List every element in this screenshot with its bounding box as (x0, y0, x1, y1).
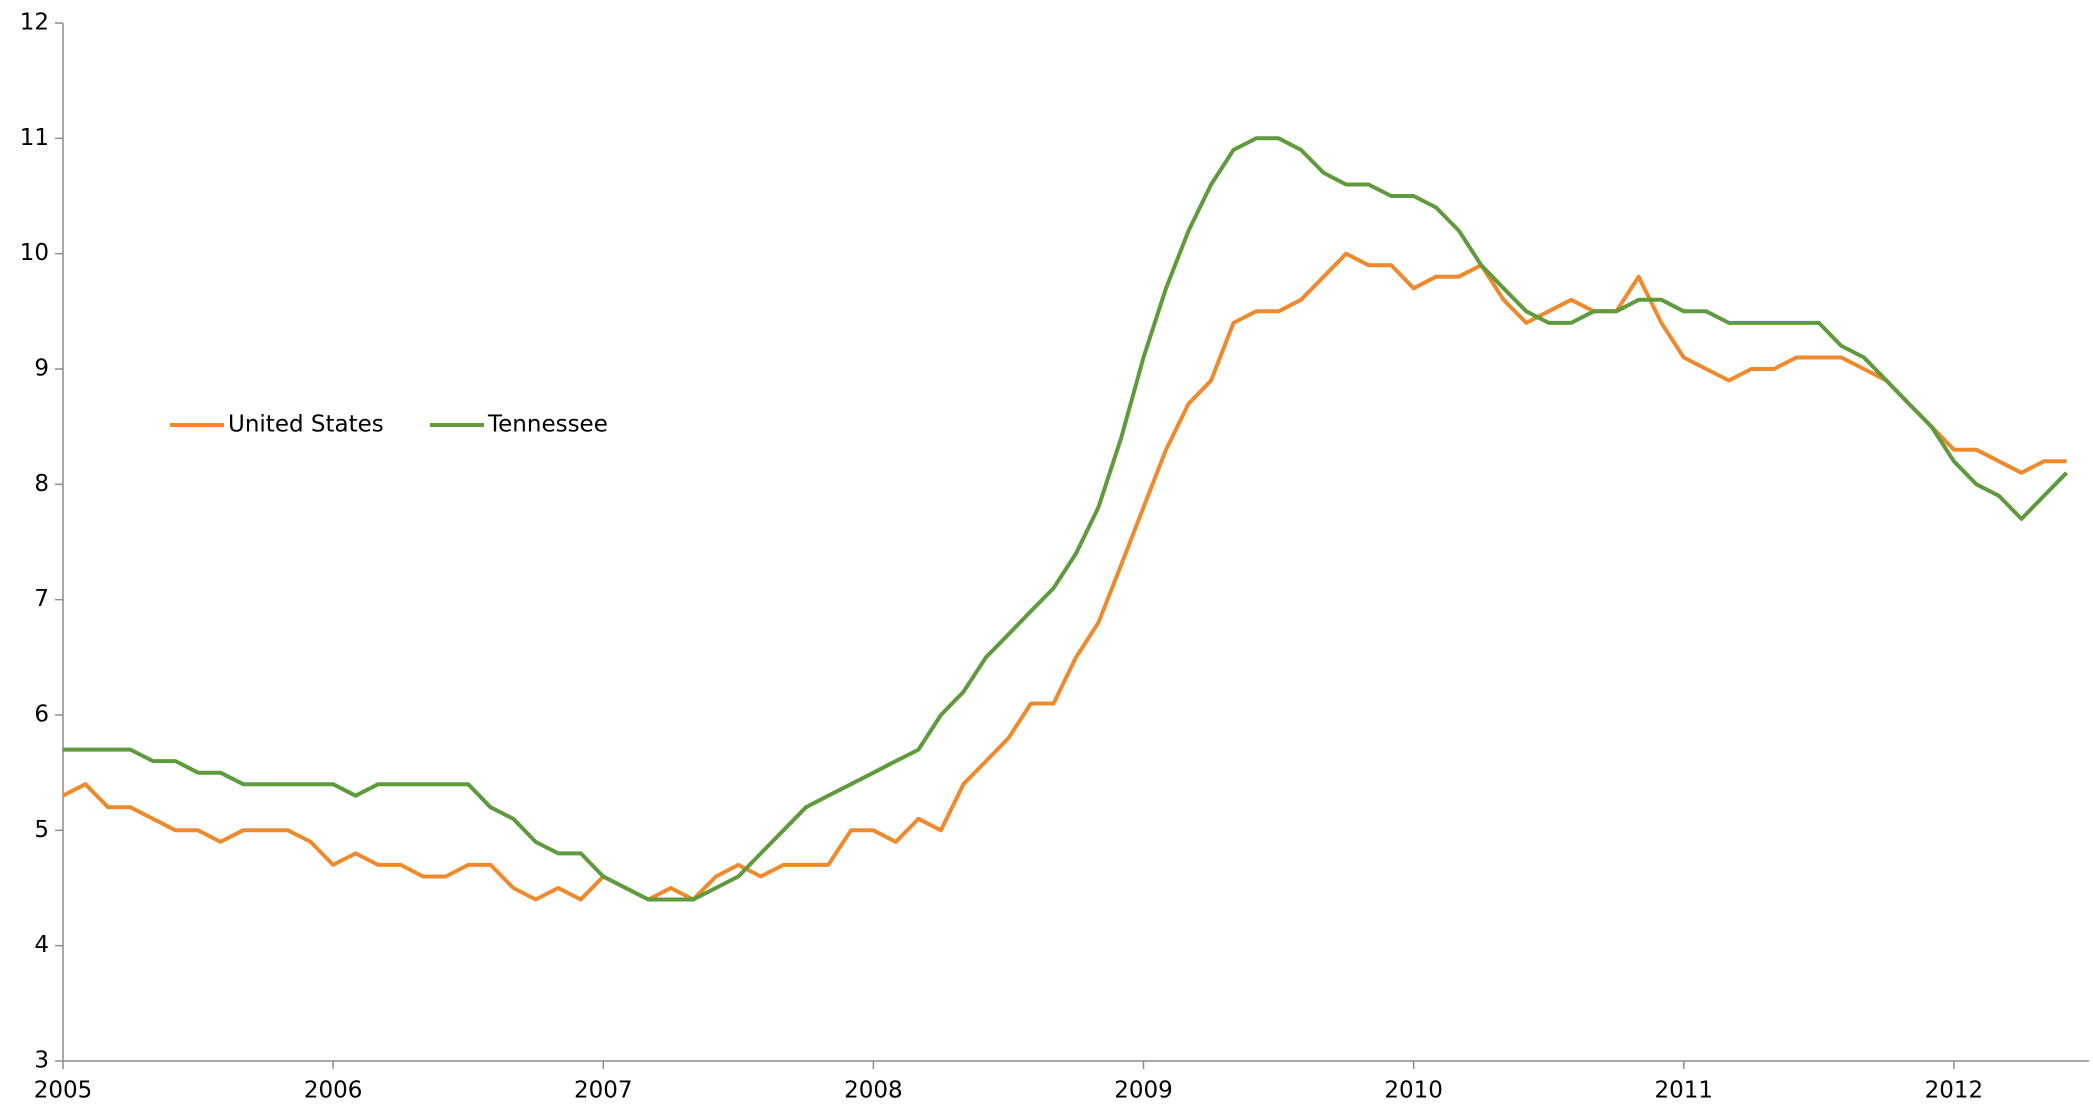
x-tick-label: 2006 (304, 1078, 363, 1104)
legend-label: United States (228, 412, 384, 438)
series-line (63, 136, 2069, 902)
y-tick-label: 10 (20, 240, 49, 266)
y-tick-label: 5 (34, 817, 49, 843)
y-tick-label: 11 (20, 125, 49, 151)
x-tick-label: 2011 (1655, 1078, 1714, 1104)
y-tick-label: 12 (20, 10, 49, 36)
x-tick-label: 2009 (1114, 1078, 1173, 1104)
y-tick-label: 9 (34, 356, 49, 382)
y-tick-label: 7 (34, 586, 49, 612)
legend-label: Tennessee (487, 412, 608, 438)
y-tick-label: 6 (34, 702, 49, 728)
series-line (62, 251, 2067, 902)
x-tick-label: 2010 (1384, 1078, 1443, 1104)
y-tick-label: 4 (34, 932, 49, 958)
x-tick-label: 2008 (844, 1078, 903, 1104)
x-tick-label: 2005 (34, 1078, 93, 1104)
y-tick-label: 8 (34, 471, 49, 497)
x-tick-label: 2007 (574, 1078, 633, 1104)
x-tick-label: 2012 (1925, 1078, 1984, 1104)
y-tick-label: 3 (34, 1048, 49, 1074)
